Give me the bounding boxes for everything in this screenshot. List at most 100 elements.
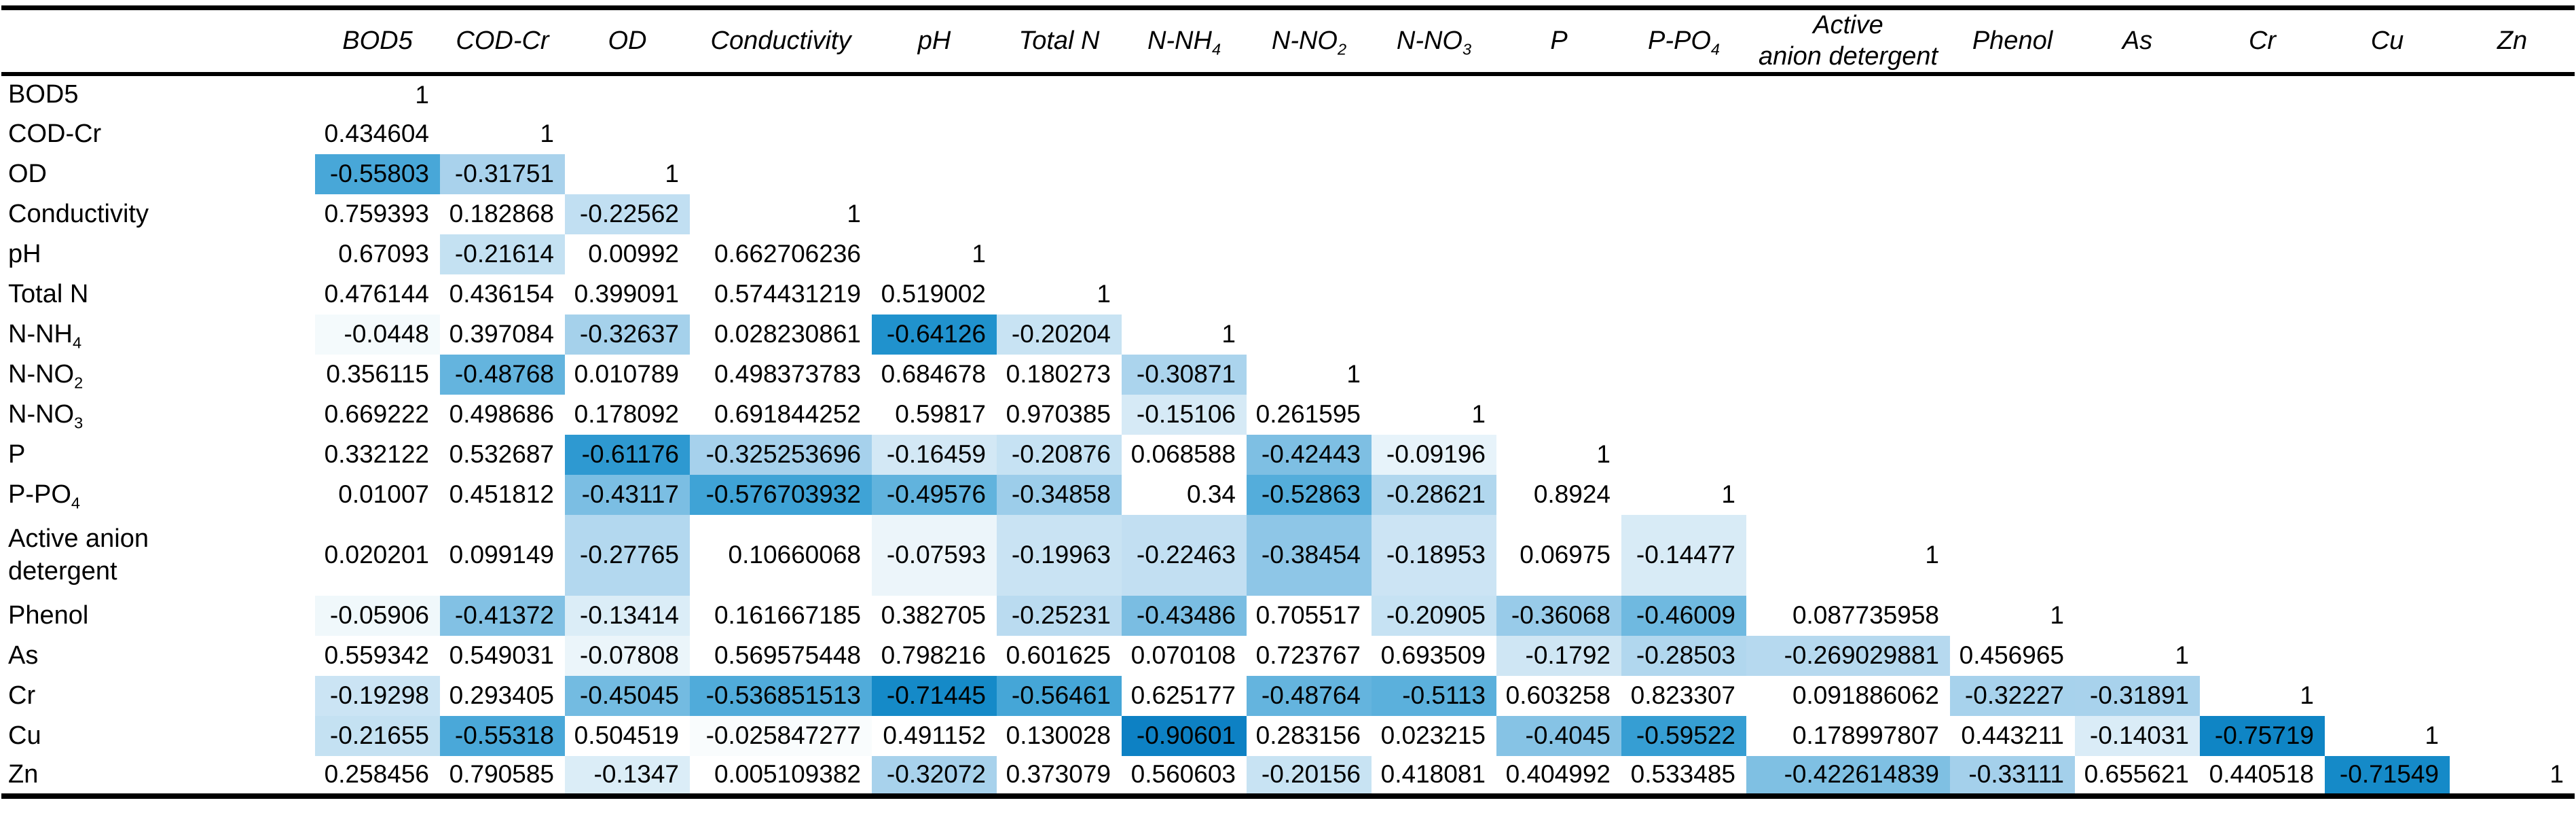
table-row-bod5: BOD5 1: [1, 74, 2575, 115]
matrix-cell-cu-cu: 1: [2325, 716, 2450, 757]
matrix-cell-phenol-zn: [2450, 596, 2575, 636]
matrix-cell-phenol-phenol: 1: [1950, 596, 2075, 636]
matrix-cell-ph-n-no2: [1247, 234, 1372, 274]
matrix-cell-od-ph: [872, 154, 997, 194]
matrix-cell-total-n-p-po4: [1621, 274, 1746, 315]
row-label-n-no3: N-NO3: [8, 399, 84, 432]
matrix-cell-cr-conductivity: -0.536851513: [690, 676, 872, 717]
matrix-cell-n-nh4-active-anion-detergent: [1746, 315, 1950, 355]
matrix-cell-zn-bod5: 0.258456: [315, 756, 440, 797]
matrix-cell-conductivity-n-nh4: [1122, 194, 1247, 234]
matrix-cell-cod-cr-bod5: 0.434604: [315, 114, 440, 155]
matrix-cell-cu-p: -0.4045: [1496, 716, 1621, 757]
matrix-cell-cr-n-nh4: 0.625177: [1122, 676, 1247, 717]
column-header-phenol: Phenol: [1950, 7, 2075, 77]
matrix-cell-cr-cr: 1: [2200, 676, 2325, 717]
matrix-cell-bod5-p: [1496, 74, 1621, 114]
matrix-cell-total-n-cu: [2325, 274, 2450, 315]
matrix-cell-ph-total-n: [997, 234, 1122, 274]
correlation-matrix-table: BOD5 COD-Cr OD Conductivity pH Total N N-NH4 N-…: [1, 5, 2575, 800]
matrix-cell-n-no3-as: [2075, 395, 2200, 435]
matrix-cell-p-cod-cr: 0.532687: [440, 435, 565, 475]
matrix-cell-total-n-bod5: 0.476144: [315, 274, 440, 315]
matrix-cell-cu-zn: [2450, 716, 2575, 756]
matrix-cell-zn-zn: 1: [2450, 756, 2575, 797]
matrix-cell-od-zn: [2450, 154, 2575, 194]
matrix-cell-n-nh4-cu: [2325, 315, 2450, 355]
matrix-cell-n-nh4-p: [1496, 315, 1621, 355]
matrix-cell-cod-cr-as: [2075, 114, 2200, 154]
matrix-cell-cr-n-no2: -0.48764: [1247, 676, 1372, 717]
matrix-cell-od-n-no3: [1372, 154, 1496, 194]
matrix-cell-ph-n-no3: [1372, 234, 1496, 274]
matrix-cell-active-anion-detergent-cod-cr: 0.099149: [440, 515, 565, 596]
column-header-cr: Cr: [2200, 7, 2325, 77]
matrix-cell-p-po4-as: [2075, 475, 2200, 515]
matrix-cell-od-bod5: -0.55803: [315, 154, 440, 195]
matrix-cell-as-n-nh4: 0.070108: [1122, 636, 1247, 677]
matrix-cell-zn-n-no3: 0.418081: [1372, 756, 1496, 797]
matrix-cell-od-as: [2075, 154, 2200, 194]
matrix-cell-total-n-ph: 0.519002: [872, 274, 997, 315]
matrix-cell-phenol-active-anion-detergent: 0.087735958: [1746, 596, 1950, 636]
matrix-cell-zn-phenol: -0.33111: [1950, 756, 2075, 797]
matrix-cell-cod-cr-cod-cr: 1: [440, 114, 565, 155]
row-label-total-n: Total N: [8, 279, 89, 308]
matrix-cell-n-no3-cu: [2325, 395, 2450, 435]
matrix-cell-n-nh4-zn: [2450, 315, 2575, 355]
matrix-cell-n-no2-cod-cr: -0.48768: [440, 355, 565, 395]
matrix-cell-conductivity-zn: [2450, 194, 2575, 234]
table-body: BOD5 1 COD-Cr 0.434604 1 OD -0.55803 -0.31751 1 C…: [1, 74, 2575, 797]
matrix-cell-p-po4-total-n: -0.34858: [997, 475, 1122, 516]
matrix-cell-cu-cod-cr: -0.55318: [440, 716, 565, 757]
matrix-cell-phenol-n-nh4: -0.43486: [1122, 596, 1247, 636]
table-row-cr: Cr -0.19298 0.293405 -0.45045 -0.536851513 -0…: [1, 676, 2575, 717]
matrix-cell-cr-active-anion-detergent: 0.091886062: [1746, 676, 1950, 717]
matrix-cell-bod5-n-nh4: [1122, 74, 1247, 114]
matrix-cell-bod5-bod5: 1: [315, 74, 440, 115]
row-label-n-no2: N-NO2: [8, 359, 84, 392]
matrix-cell-total-n-total-n: 1: [997, 274, 1122, 315]
matrix-cell-p-as: [2075, 435, 2200, 475]
matrix-cell-cr-p-po4: 0.823307: [1621, 676, 1746, 717]
row-label-ph: pH: [8, 239, 41, 268]
matrix-cell-n-no2-ph: 0.684678: [872, 355, 997, 395]
matrix-cell-n-no2-n-nh4: -0.30871: [1122, 355, 1247, 395]
column-header-p-po4: P-PO4: [1621, 7, 1746, 77]
matrix-cell-od-cod-cr: -0.31751: [440, 154, 565, 195]
matrix-cell-p-po4-p-po4: 1: [1621, 475, 1746, 516]
matrix-cell-ph-cr: [2200, 234, 2325, 274]
table-row-phenol: Phenol -0.05906 -0.41372 -0.13414 0.16166718…: [1, 596, 2575, 636]
matrix-cell-cu-od: 0.504519: [565, 716, 690, 757]
matrix-cell-as-active-anion-detergent: -0.269029881: [1746, 636, 1950, 677]
matrix-cell-total-n-as: [2075, 274, 2200, 315]
row-label-zn: Zn: [8, 759, 39, 789]
matrix-cell-p-p-po4: [1621, 435, 1746, 475]
column-header-zn: Zn: [2450, 7, 2575, 77]
matrix-cell-n-no2-phenol: [1950, 355, 2075, 395]
matrix-cell-cr-p: 0.603258: [1496, 676, 1621, 717]
matrix-cell-ph-cu: [2325, 234, 2450, 274]
matrix-cell-cod-cr-cu: [2325, 114, 2450, 154]
matrix-cell-cu-ph: 0.491152: [872, 716, 997, 757]
matrix-cell-cod-cr-n-no3: [1372, 114, 1496, 154]
matrix-cell-n-no3-od: 0.178092: [565, 395, 690, 435]
matrix-cell-cu-active-anion-detergent: 0.178997807: [1746, 716, 1950, 757]
matrix-cell-phenol-cod-cr: -0.41372: [440, 596, 565, 636]
matrix-cell-as-p: -0.1792: [1496, 636, 1621, 677]
table-row-n-nh4: N-NH4 -0.0448 0.397084 -0.32637 0.028230861-…: [1, 315, 2575, 355]
matrix-cell-total-n-n-no2: [1247, 274, 1372, 315]
table-row-active-anion-detergent: Active anion detergent 0.020201 0.099149 -0.…: [1, 515, 2575, 596]
matrix-cell-cu-n-no2: 0.283156: [1247, 716, 1372, 757]
matrix-cell-conductivity-cod-cr: 0.182868: [440, 194, 565, 235]
matrix-cell-n-no2-active-anion-detergent: [1746, 355, 1950, 395]
matrix-cell-n-nh4-n-nh4: 1: [1122, 315, 1247, 355]
matrix-cell-n-nh4-od: -0.32637: [565, 315, 690, 355]
matrix-cell-phenol-ph: 0.382705: [872, 596, 997, 636]
matrix-cell-p-conductivity: -0.325253696: [690, 435, 872, 475]
matrix-cell-cod-cr-total-n: [997, 114, 1122, 154]
matrix-cell-n-no3-bod5: 0.669222: [315, 395, 440, 435]
matrix-cell-ph-bod5: 0.67093: [315, 234, 440, 275]
matrix-cell-bod5-cod-cr: [440, 74, 565, 114]
table-row-od: OD -0.55803 -0.31751 1: [1, 154, 2575, 195]
